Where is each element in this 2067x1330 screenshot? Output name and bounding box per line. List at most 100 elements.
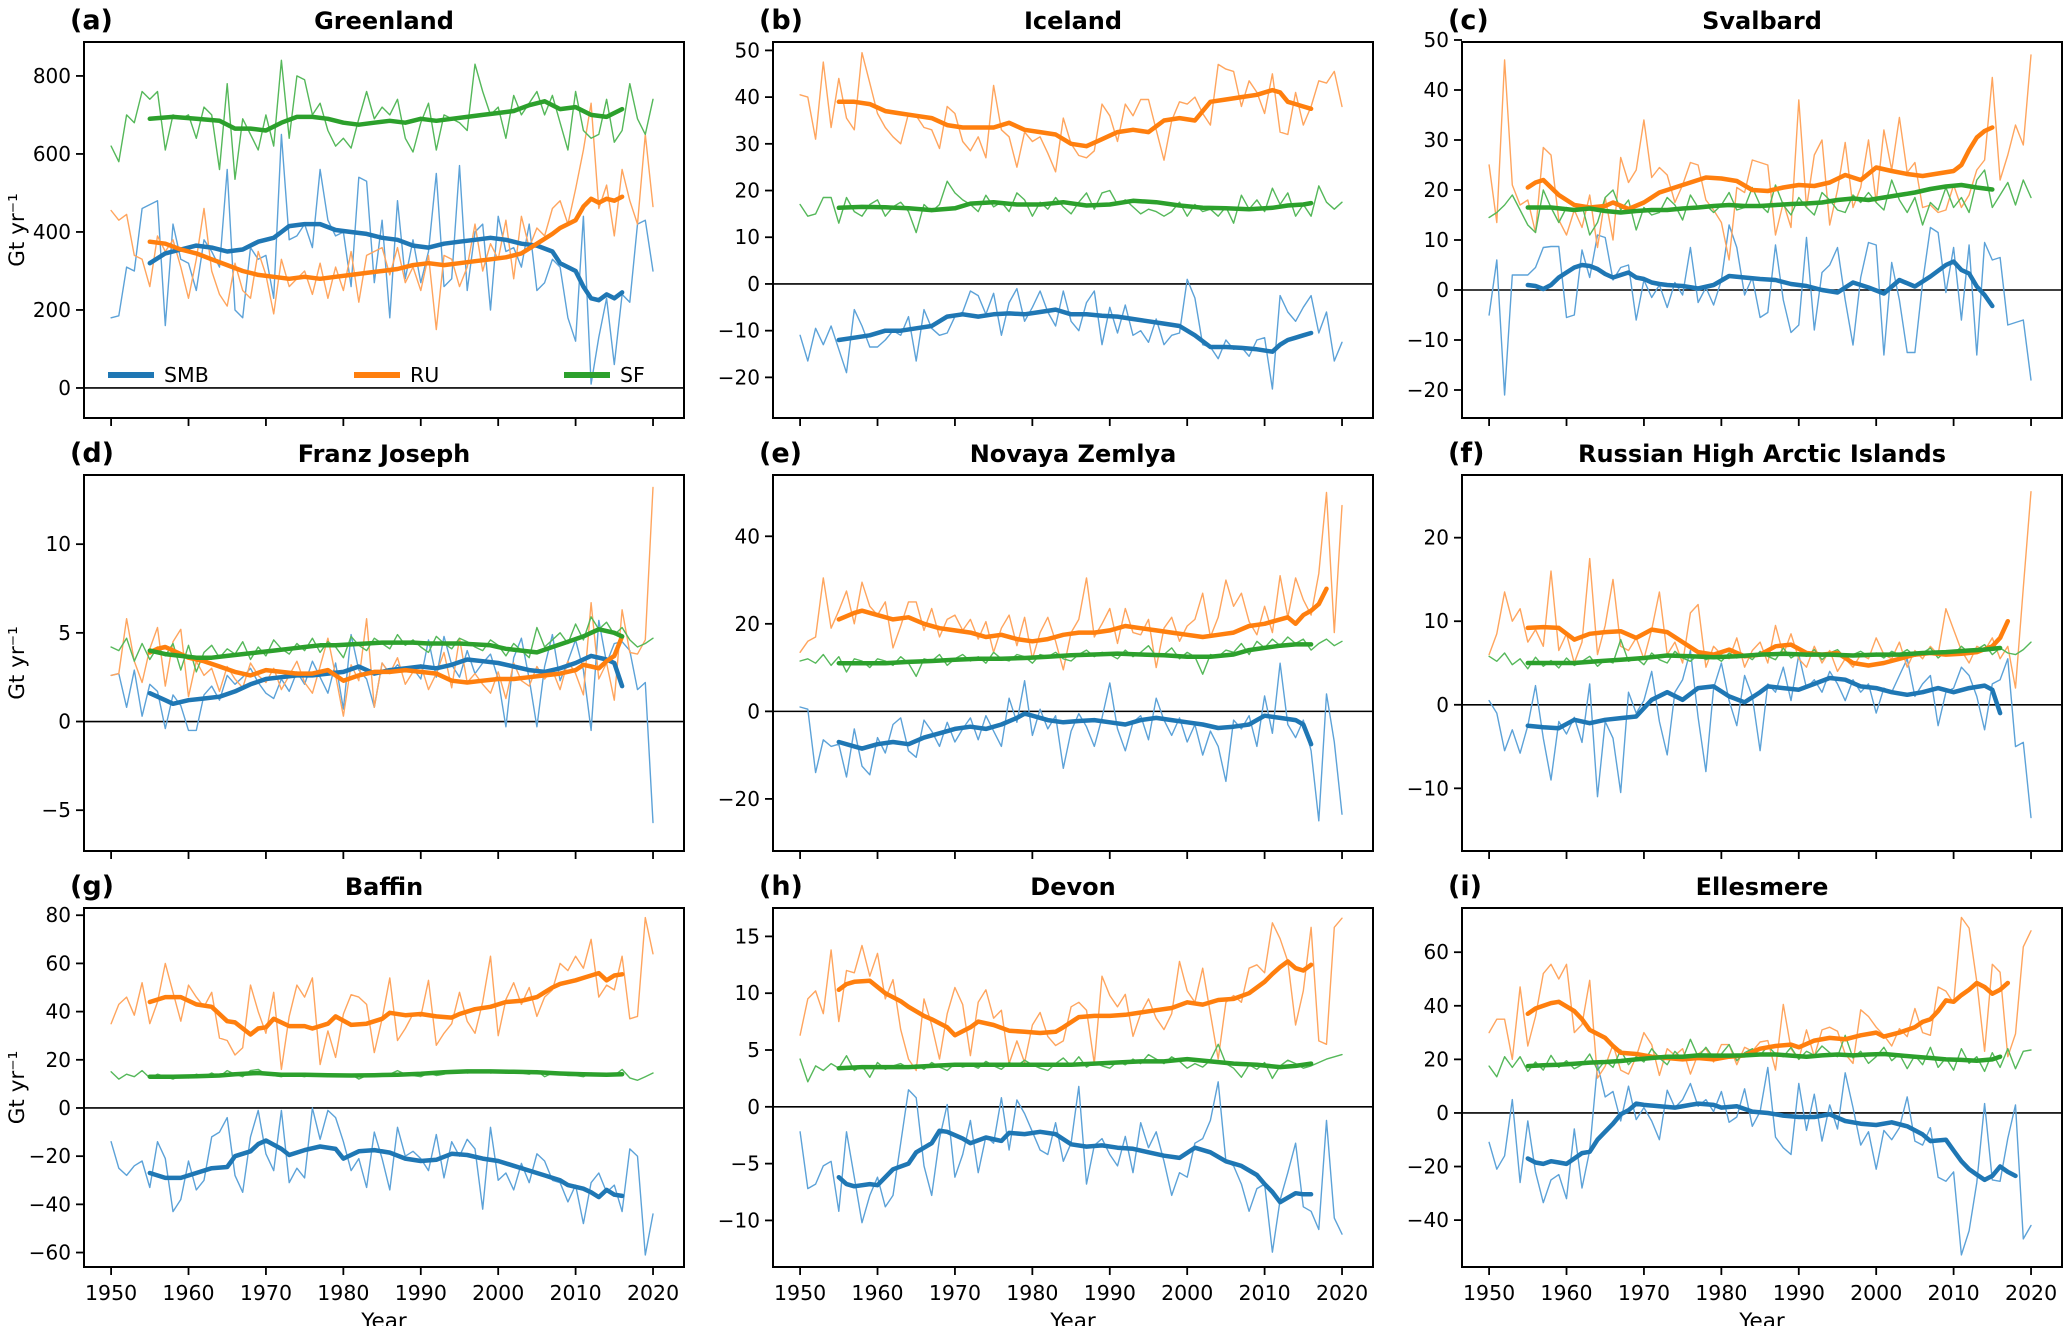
panel-f: (f) Russian High Arctic Islands −10 0 10 20: [1378, 433, 2067, 866]
series-a-SF-smoothed: [147, 99, 625, 133]
y-tick-label: 40: [735, 524, 760, 548]
y-tick-label: 20: [46, 1048, 71, 1072]
axes-frame: [1461, 41, 2063, 419]
x-tick-label: 1980: [1006, 1281, 1058, 1305]
x-axis-label: Year: [1049, 1309, 1096, 1326]
y-tick-label: 10: [735, 225, 760, 249]
y-tick-label: −20: [1407, 378, 1449, 402]
axes-frame: [772, 907, 1374, 1268]
series-g-RU-smoothed: [147, 970, 625, 1037]
series-g-SF-smoothed: [147, 1069, 625, 1079]
y-tick-label: 30: [735, 132, 760, 156]
y-tick-label: 40: [46, 1000, 71, 1024]
chart-d: (d) Franz Joseph −5 0 5 10 Gt yr⁻¹: [5, 438, 685, 859]
panel-b: (b) Iceland −20 −10 0 10 20 30 40 50: [689, 0, 1378, 433]
y-axis-label: Gt yr⁻¹: [5, 1051, 30, 1124]
series-d-RU-annual: [110, 486, 654, 717]
y-tick-label: 0: [58, 376, 71, 400]
y-tick-label: 0: [747, 699, 760, 723]
series-e-RU-smoothed: [836, 586, 1329, 644]
y-tick-label: 20: [735, 179, 760, 203]
legend-label-SF: SF: [620, 363, 645, 387]
y-tick-label: 20: [735, 612, 760, 636]
x-tick-label: 2010: [1928, 1281, 1980, 1305]
series-g-SMB-smoothed: [147, 1138, 625, 1200]
y-tick-label: −10: [718, 319, 760, 343]
y-tick-label: 20: [1424, 526, 1449, 550]
series-d-SMB-smoothed: [147, 653, 625, 707]
panel-title-c: Svalbard: [1702, 7, 1822, 35]
axes-frame: [83, 907, 685, 1268]
series-b-SF-annual: [799, 180, 1343, 234]
y-tick-label: −20: [29, 1144, 71, 1168]
x-tick-label: 1950: [774, 1281, 826, 1305]
series-f-RU-annual: [1488, 491, 2032, 689]
y-tick-label: −60: [29, 1241, 71, 1265]
chart-a: (a) Greenland 0 200 400 600 800 Gt yr⁻¹ SMB RU SF: [5, 5, 685, 426]
series-b-SMB-smoothed: [836, 307, 1314, 354]
axes-frame: [1461, 474, 2063, 852]
y-tick-label: 0: [58, 1096, 71, 1120]
y-tick-label: 40: [1424, 78, 1449, 102]
y-tick-label: 10: [735, 981, 760, 1005]
y-tick-label: −20: [1407, 1155, 1449, 1179]
y-tick-label: 60: [46, 951, 71, 975]
x-tick-label: 1970: [1618, 1281, 1670, 1305]
y-axis-label: Gt yr⁻¹: [5, 193, 30, 266]
chart-h: (h) Devon −10 −5 0 5 10 15 1950 1960 1970 1980 1990 2…: [718, 871, 1374, 1330]
series-h-RU-smoothed: [836, 959, 1314, 1038]
series-i-RU-smoothed: [1525, 980, 2011, 1062]
x-tick-label: 2000: [1850, 1281, 1902, 1305]
panel-title-h: Devon: [1030, 873, 1115, 901]
series-f-SMB-smoothed: [1525, 675, 2003, 731]
series-f-SF-smoothed: [1525, 645, 2003, 666]
axes-frame: [772, 474, 1374, 852]
series-h-SF-smoothed: [836, 1056, 1314, 1071]
y-tick-label: −20: [718, 365, 760, 389]
series-b-RU-annual: [799, 52, 1343, 173]
panel-title-e: Novaya Zemlya: [970, 440, 1177, 468]
panel-d: (d) Franz Joseph −5 0 5 10 Gt yr⁻¹: [0, 433, 689, 866]
x-tick-label: 2020: [1316, 1281, 1368, 1305]
panel-g: (g) Baffin −60 −40 −20 0 20 40 60 80 1950 1960 1970 1…: [0, 866, 689, 1330]
y-tick-label: 50: [1424, 28, 1449, 52]
chart-b: (b) Iceland −20 −10 0 10 20 30 40 50: [718, 5, 1374, 426]
series-g-SMB-annual: [110, 1107, 654, 1256]
panel-title-d: Franz Joseph: [298, 440, 471, 468]
series-c-SMB-annual: [1488, 224, 2032, 396]
panel-title-g: Baffin: [345, 873, 423, 901]
y-tick-label: 5: [58, 621, 71, 645]
chart-c: (c) Svalbard −20 −10 0 10 20 30 40 50: [1407, 5, 2063, 426]
y-tick-label: 5: [747, 1038, 760, 1062]
x-tick-label: 1950: [85, 1281, 137, 1305]
series-e-SF-smoothed: [836, 642, 1314, 666]
series-e-SMB-smoothed: [836, 711, 1314, 751]
x-axis-label: Year: [360, 1309, 407, 1326]
x-tick-label: 1960: [162, 1281, 214, 1305]
y-tick-label: −40: [29, 1192, 71, 1216]
y-tick-label: 0: [1436, 693, 1449, 717]
panel-h: (h) Devon −10 −5 0 5 10 15 1950 1960 1970 1980 1990 2…: [689, 866, 1378, 1330]
x-tick-label: 1970: [240, 1281, 292, 1305]
panel-title-i: Ellesmere: [1696, 873, 1829, 901]
series-d-SF-smoothed: [147, 627, 625, 660]
y-tick-label: −10: [718, 1208, 760, 1232]
y-tick-label: 10: [1424, 228, 1449, 252]
chart-e: (e) Novaya Zemlya −20 0 20 40: [718, 438, 1374, 859]
y-axis-label: Gt yr⁻¹: [5, 626, 30, 699]
series-c-SMB-smoothed: [1525, 259, 1995, 309]
series-h-RU-annual: [799, 917, 1343, 1072]
axes-frame: [83, 41, 685, 419]
series-b-RU-smoothed: [836, 87, 1314, 149]
panel-letter-g: (g): [70, 871, 114, 902]
x-tick-label: 1980: [1695, 1281, 1747, 1305]
y-tick-label: 0: [58, 710, 71, 734]
panel-title-b: Iceland: [1024, 7, 1122, 35]
panel-letter-b: (b): [759, 5, 803, 36]
chart-i: (i) Ellesmere −40 −20 0 20 40 60 1950 1960 1970 198…: [1407, 871, 2063, 1330]
series-b-SF-smoothed: [836, 198, 1314, 213]
panel-title-a: Greenland: [314, 7, 454, 35]
y-tick-label: 0: [747, 1095, 760, 1119]
x-tick-label: 1990: [395, 1281, 447, 1305]
x-tick-label: 1980: [317, 1281, 369, 1305]
